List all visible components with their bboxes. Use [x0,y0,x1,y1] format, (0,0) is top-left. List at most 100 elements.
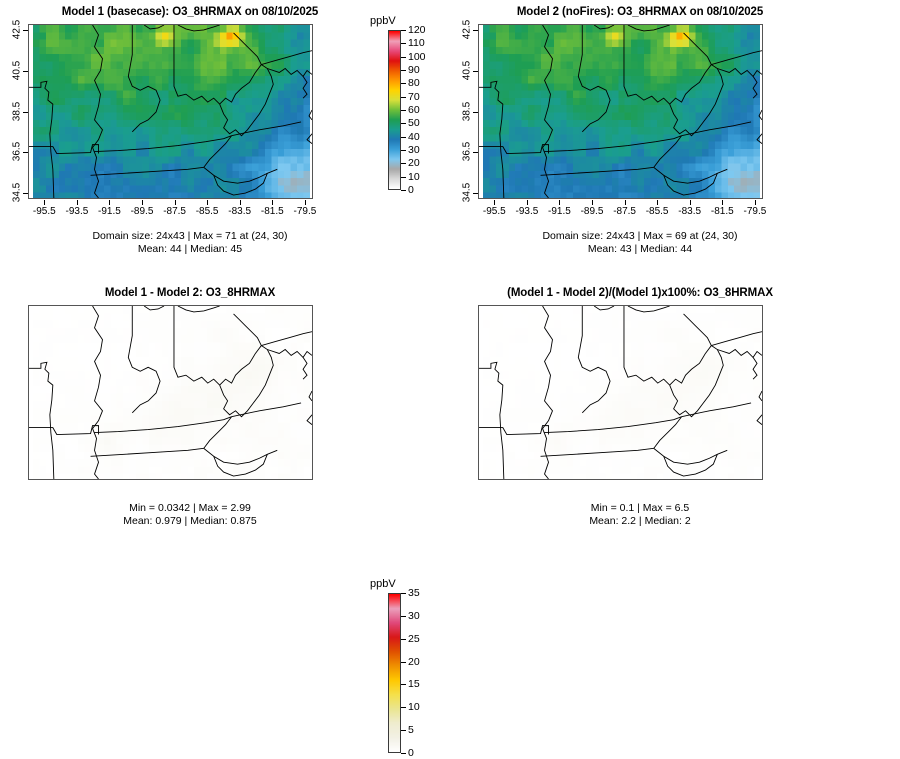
state-boundary-line [220,33,262,104]
colorbar-tick [401,150,406,151]
state-boundary-line [545,417,682,433]
y-axis-tick [23,70,28,72]
colorbar-tick [401,593,406,594]
state-boundary-line [220,314,262,385]
state-boundary-line [479,362,504,479]
state-boundaries-overlay [479,306,762,479]
x-axis-tick [689,200,691,205]
state-boundary-line [204,136,232,168]
colorbar-tick-label: 10 [408,701,420,714]
x-axis-tick-label: -79.5 [293,206,317,217]
colorbar-tick [401,83,406,85]
state-boundary-line [543,25,553,198]
state-boundary-line [753,76,757,98]
state-boundary-line [759,110,762,120]
state-boundary-line [128,25,160,132]
x-axis-tick-label: -83.5 [228,206,252,217]
x-axis-tick-label: -95.5 [482,206,506,217]
x-axis-tick [109,200,111,205]
state-boundary-line [178,25,220,31]
colorbar-tick [401,43,406,45]
x-axis-tick [44,200,46,205]
state-boundary-line [204,417,232,449]
state-boundary-line [624,25,670,104]
x-axis-tick [754,200,756,205]
state-boundary-line [174,306,220,385]
caption-difference: Min = 0.0342 | Max = 2.99 Mean: 0.979 | … [0,502,380,527]
state-boundary-line [543,306,553,479]
colorbar-tick [401,176,406,178]
y-axis-tick-label: 36.5 [11,141,23,162]
colorbar-tick [401,136,406,138]
state-boundary-line [654,448,727,464]
x-axis-tick-label: -93.5 [65,206,89,217]
x-axis-tick [207,200,209,205]
colorbar-tick [401,96,406,98]
x-axis-tick [272,200,274,205]
y-axis-tick-label: 34.5 [11,182,23,203]
x-axis-tick [239,200,241,205]
y-axis-tick [473,70,478,72]
colorbar-tick-label: 30 [408,143,420,156]
panel-title-percent-difference: (Model 1 - Model 2)/(Model 1)x100%: O3_8… [507,287,773,299]
colorbar-tick [401,110,406,111]
map-plot-difference [28,305,313,480]
x-axis-tick-label: -87.5 [613,206,636,217]
state-boundary-line [759,391,762,401]
difference-raster [33,306,310,479]
state-boundary-line [144,306,164,310]
caption-line-2: Mean: 0.979 | Median: 0.875 [123,514,257,527]
state-boundary-line [91,448,204,456]
state-boundary-line [757,415,762,425]
state-boundary-line [654,417,682,449]
state-boundary-line [204,448,277,464]
x-axis-tick [624,200,626,205]
state-boundary-line [174,25,220,104]
x-axis-tick-label: -91.5 [97,206,121,217]
colorbar-tick [401,707,406,709]
state-boundary-line [664,173,718,195]
state-boundary-line [232,122,302,136]
state-boundary-line [91,167,204,175]
state-boundaries-overlay [479,25,762,198]
y-axis-tick [23,30,28,32]
caption-line-1: Domain size: 24x43 | Max = 71 at (24, 30… [92,230,288,242]
x-axis-tick [592,200,593,205]
state-boundary-line [594,25,614,29]
colorbar-tick [401,730,406,732]
state-boundary-line [93,306,103,479]
colorbar-tick-label: 80 [408,77,420,90]
x-axis-tick-label: -83.5 [678,206,702,217]
caption-line-2: Mean: 2.2 | Median: 2 [589,514,691,527]
state-boundary-line [479,81,504,198]
state-boundary-line [594,306,614,310]
colorbar-tick [401,753,406,754]
state-boundary-line [624,306,670,385]
y-axis-tick-label: 38.5 [11,101,23,121]
y-axis-tick [23,152,28,154]
x-axis-tick [142,200,143,205]
caption-percent-difference: Min = 0.1 | Max = 6.5 Mean: 2.2 | Median… [450,502,830,527]
colorbar-tick-label: 10 [408,170,420,183]
state-boundaries-overlay [29,25,312,198]
colorbar-tick-label: 60 [408,103,420,116]
x-axis-tick-label: -79.5 [743,206,767,217]
state-boundary-line [128,306,160,413]
state-boundary-line [261,332,312,346]
state-boundary-line [670,314,712,385]
colorbar-tick [401,615,406,617]
panel-percent-difference: (Model 1 - Model 2)/(Model 1)x100%: O3_8… [450,281,900,561]
x-axis-tick [657,200,659,205]
colorbar-tick [401,123,406,125]
state-boundary-line [267,349,312,357]
colorbar-tick [401,190,406,191]
y-axis-tick-label: 40.5 [461,60,473,81]
state-boundary-line [479,426,549,435]
x-axis-tick [304,200,306,205]
x-axis-tick [559,200,561,205]
state-boundary-line [578,25,610,132]
state-boundary-line [545,136,682,152]
x-axis-tick [526,200,528,205]
state-boundary-line [29,145,99,154]
map-plot-percent-difference [478,305,763,480]
